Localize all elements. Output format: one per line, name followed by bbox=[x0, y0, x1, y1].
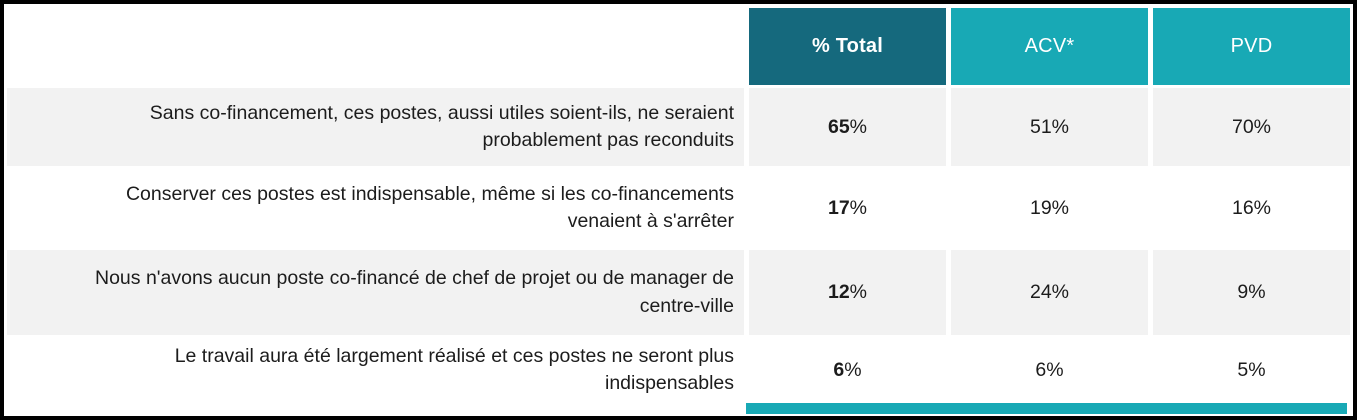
column-header-total: % Total bbox=[749, 8, 946, 85]
percent-sign: % bbox=[849, 115, 868, 138]
value-total-row1: 65% bbox=[749, 88, 946, 166]
percent-sign: % bbox=[844, 358, 862, 381]
percent-sign: % bbox=[849, 196, 868, 219]
row-label-sans-cofinancement: Sans co-financement, ces postes, aussi u… bbox=[7, 88, 744, 166]
table-bottom-accent-bar bbox=[746, 403, 1347, 414]
row-label-conserver-postes: Conserver ces postes est indispensable, … bbox=[125, 182, 734, 232]
value-pvd-row4: 5% bbox=[1237, 358, 1266, 381]
value-total-row4: 6% bbox=[749, 338, 946, 402]
value-acv-row2: 19% bbox=[1029, 196, 1070, 219]
value-number: 12 bbox=[827, 281, 850, 303]
value-number: 65 bbox=[827, 115, 850, 138]
value-acv-row4: 6% bbox=[1035, 358, 1064, 381]
header-empty-cell bbox=[7, 8, 744, 85]
value-acv-row1: 51% bbox=[951, 88, 1148, 166]
column-header-acv: ACV* bbox=[951, 8, 1148, 85]
survey-results-table: % Total ACV* PVD Sans co-financement, ce… bbox=[7, 8, 1350, 402]
value-number: 17 bbox=[827, 196, 850, 219]
row-label-aucun-poste: Nous n'avons aucun poste co-financé de c… bbox=[7, 250, 744, 335]
value-acv-row3: 24% bbox=[951, 250, 1148, 335]
row-label-travail-realise: Le travail aura été largement réalisé et… bbox=[174, 344, 734, 394]
value-pvd-row1: 70% bbox=[1153, 88, 1350, 166]
value-pvd-row3: 9% bbox=[1153, 250, 1350, 335]
value-number: 6 bbox=[833, 358, 845, 381]
percent-sign: % bbox=[849, 281, 868, 303]
value-total-row3: 12% bbox=[749, 250, 946, 335]
value-total-row2: 17% bbox=[749, 169, 946, 247]
column-header-pvd: PVD bbox=[1153, 8, 1350, 85]
value-pvd-row2: 16% bbox=[1231, 196, 1272, 219]
